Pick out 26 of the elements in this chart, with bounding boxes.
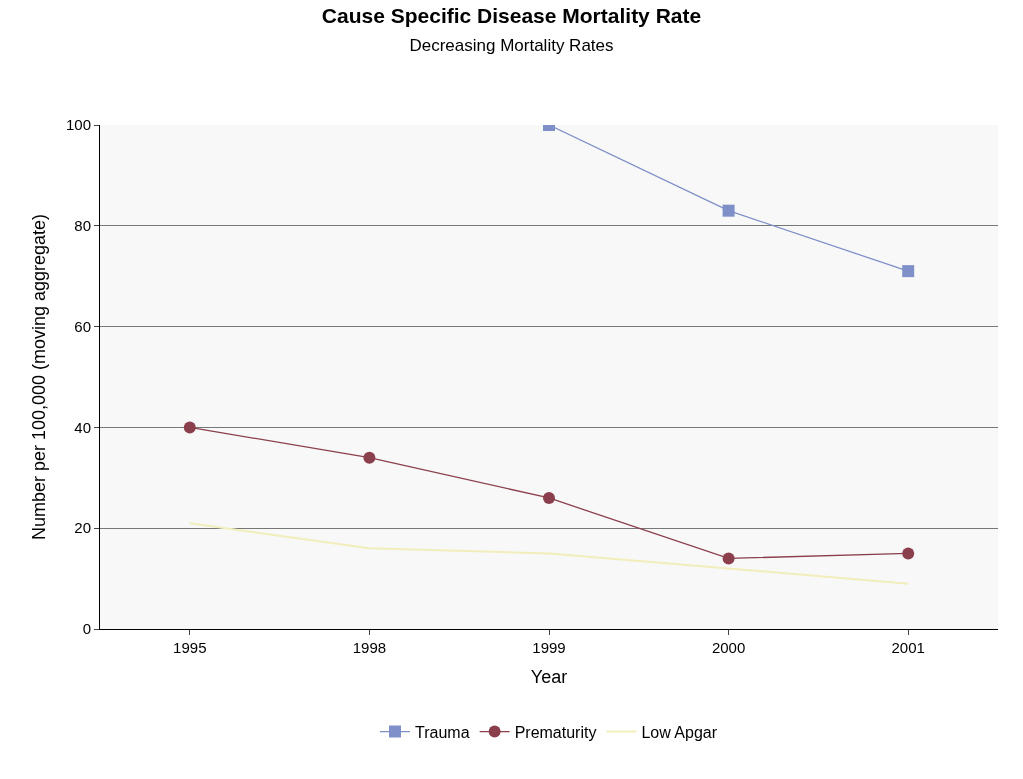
y-tick-label: 80	[74, 217, 91, 235]
legend-label: Low Apgar	[641, 723, 718, 741]
x-tick-label: 2000	[711, 639, 746, 656]
x-tick-label: 1998	[352, 639, 387, 656]
legend-label: Trauma	[415, 723, 470, 741]
point	[363, 451, 376, 464]
x-tick-label: 1999	[532, 639, 566, 656]
point	[183, 421, 196, 434]
y-tick-label: 40	[74, 418, 91, 436]
legend-label: Prematurity	[514, 723, 597, 741]
x-axis-title: Year	[530, 667, 568, 688]
y-tick-label: 60	[74, 317, 91, 335]
y-tick-label: 100	[65, 116, 91, 134]
line-series	[188, 522, 910, 585]
point	[722, 204, 735, 217]
x-tick-label: 1995	[173, 639, 207, 656]
point	[902, 265, 915, 278]
y-tick-label: 0	[82, 620, 91, 638]
y-axis-title: Number per 100,000 (moving aggregate)	[29, 213, 50, 541]
y-tick-label: 20	[74, 519, 91, 537]
x-tick-label: 2001	[891, 639, 925, 656]
point	[722, 552, 735, 565]
point	[902, 547, 915, 560]
chart-subtitle: Decreasing Mortality Rates	[409, 35, 614, 55]
point	[543, 491, 555, 504]
chart-title: Cause Specific Disease Mortality Rate	[321, 4, 702, 28]
